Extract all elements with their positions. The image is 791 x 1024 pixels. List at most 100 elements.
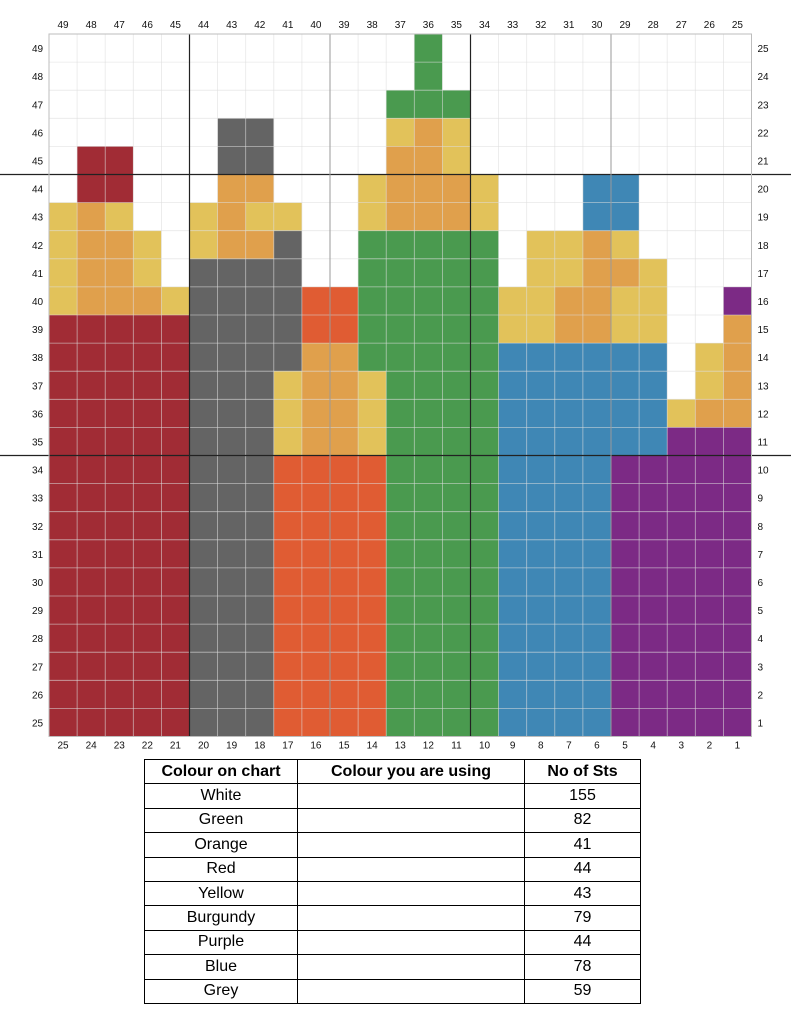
chart-cell	[498, 652, 527, 681]
row-label-left: 25	[32, 718, 44, 729]
chart-cell	[273, 427, 302, 456]
chart-cell	[695, 399, 724, 428]
chart-cell	[330, 286, 359, 315]
column-label-bottom: 21	[170, 741, 182, 752]
chart-cell	[582, 624, 611, 653]
chart-cell	[105, 455, 134, 484]
chart-cell	[273, 624, 302, 653]
chart-cell	[49, 90, 78, 119]
row-label-right: 4	[758, 634, 764, 645]
chart-cell	[189, 680, 218, 709]
chart-cell	[49, 624, 78, 653]
chart-cell	[245, 34, 274, 63]
chart-cell	[217, 455, 246, 484]
chart-cell	[611, 174, 640, 203]
chart-cell	[639, 258, 668, 287]
chart-cell	[554, 62, 583, 91]
chart-cell	[273, 596, 302, 625]
chart-cell	[470, 230, 499, 259]
chart-cell	[189, 230, 218, 259]
chart-cell	[77, 567, 106, 596]
chart-cell	[77, 258, 106, 287]
chart-cell	[133, 539, 162, 568]
count-cell: 82	[524, 807, 641, 834]
chart-cell	[217, 624, 246, 653]
chart-cell	[442, 680, 471, 709]
chart-cell	[470, 399, 499, 428]
chart-cell	[245, 483, 274, 512]
chart-cell	[414, 118, 443, 147]
chart-cell	[133, 596, 162, 625]
chart-cell	[498, 680, 527, 709]
colour-cell: Red	[144, 856, 298, 882]
chart-cell	[77, 455, 106, 484]
chart-cell	[639, 90, 668, 119]
chart-cell	[217, 230, 246, 259]
column-label-bottom: 13	[395, 741, 407, 752]
chart-cell	[667, 286, 696, 315]
chart-cell	[217, 202, 246, 231]
chart-cell	[611, 90, 640, 119]
chart-cell	[639, 455, 668, 484]
chart-cell	[667, 680, 696, 709]
chart-cell	[582, 680, 611, 709]
chart-cell	[105, 202, 134, 231]
chart-cell	[330, 399, 359, 428]
chart-cell	[526, 511, 555, 540]
chart-cell	[667, 202, 696, 231]
using-cell[interactable]	[297, 783, 525, 809]
using-cell[interactable]	[297, 856, 525, 882]
using-cell[interactable]	[297, 880, 525, 907]
chart-cell	[498, 62, 527, 91]
row-label-left: 37	[32, 381, 44, 392]
using-cell[interactable]	[297, 978, 525, 1004]
chart-cell	[105, 90, 134, 119]
using-cell[interactable]	[297, 929, 525, 956]
using-cell[interactable]	[297, 832, 525, 858]
row-label-left: 29	[32, 606, 44, 617]
chart-cell	[723, 596, 752, 625]
chart-cell	[358, 343, 387, 372]
chart-cell	[49, 399, 78, 428]
chart-cell	[273, 258, 302, 287]
chart-cell	[723, 258, 752, 287]
chart-cell	[526, 174, 555, 203]
chart-cell	[161, 118, 190, 147]
row-label-right: 7	[758, 550, 764, 561]
column-label-bottom: 10	[479, 741, 491, 752]
chart-cell	[189, 371, 218, 400]
chart-cell	[526, 286, 555, 315]
chart-cell	[639, 567, 668, 596]
using-cell[interactable]	[297, 954, 525, 980]
chart-cell	[386, 680, 415, 709]
using-cell[interactable]	[297, 905, 525, 931]
chart-cell	[611, 62, 640, 91]
chart-cell	[667, 258, 696, 287]
chart-cell	[470, 539, 499, 568]
column-label-bottom: 18	[254, 741, 266, 752]
chart-cell	[414, 202, 443, 231]
chart-cell	[330, 483, 359, 512]
using-cell[interactable]	[297, 807, 525, 834]
chart-cell	[639, 343, 668, 372]
chart-cell	[161, 567, 190, 596]
chart-cell	[723, 146, 752, 175]
chart-cell	[330, 708, 359, 737]
chart-cell	[695, 118, 724, 147]
row-label-right: 2	[758, 690, 764, 701]
chart-cell	[105, 146, 134, 175]
chart-cell	[358, 539, 387, 568]
column-label-top: 44	[198, 20, 210, 31]
chart-cell	[330, 624, 359, 653]
column-label-top: 49	[57, 20, 69, 31]
chart-cell	[358, 624, 387, 653]
chart-cell	[301, 399, 330, 428]
chart-cell	[667, 567, 696, 596]
chart-cell	[498, 118, 527, 147]
chart-cell	[245, 174, 274, 203]
chart-cell	[189, 62, 218, 91]
chart-cell	[498, 427, 527, 456]
chart-cell	[695, 286, 724, 315]
chart-cell	[77, 202, 106, 231]
chart-cell	[442, 315, 471, 344]
